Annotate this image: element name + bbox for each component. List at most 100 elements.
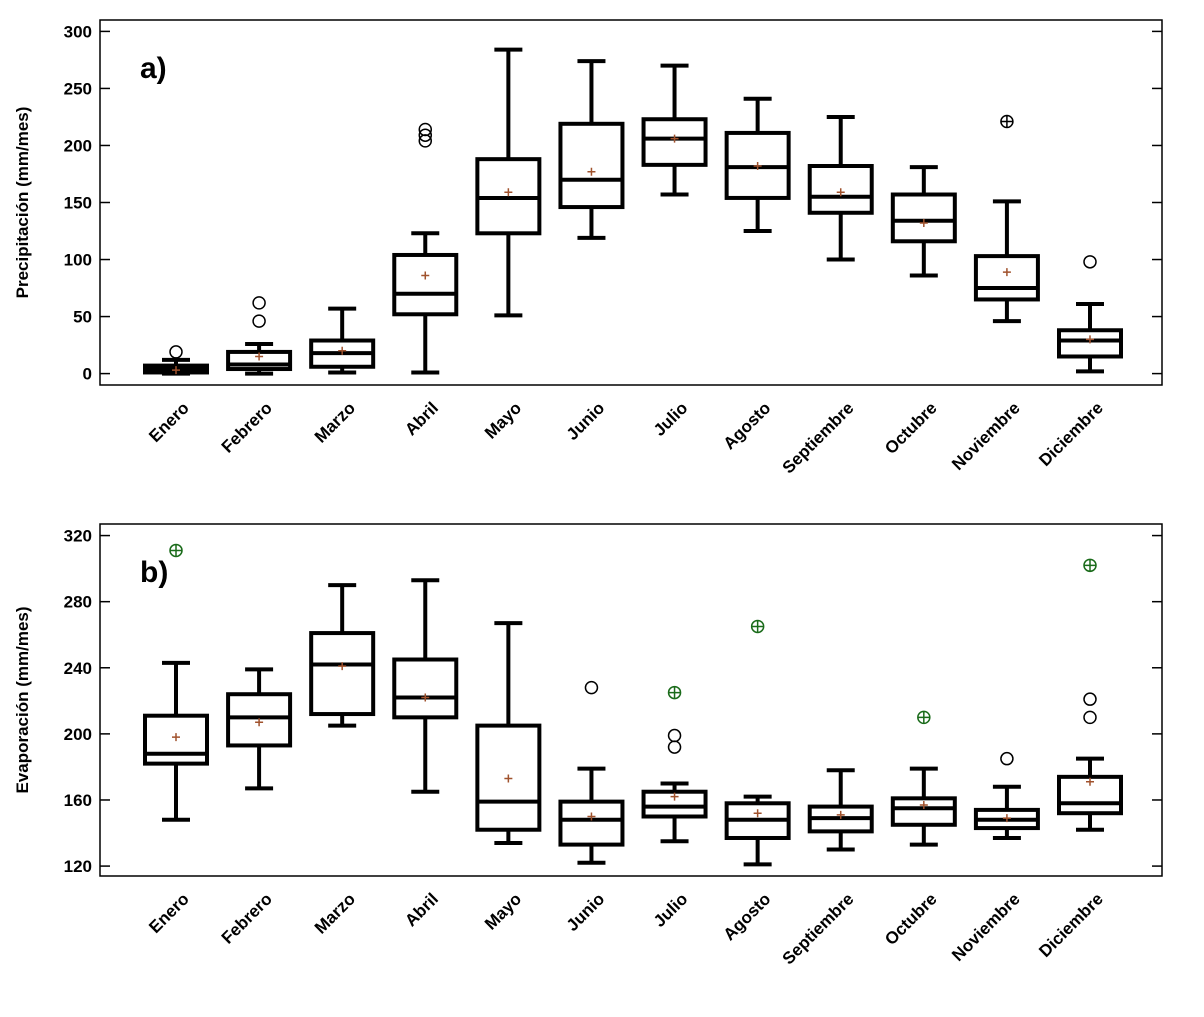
y-tick-label: 150 (64, 194, 92, 213)
box-group (309, 306, 376, 375)
x-tick-label: Junio (563, 889, 608, 934)
outlier (584, 680, 599, 695)
outlier (667, 728, 682, 743)
outlier (169, 345, 183, 359)
x-tick-label: Agosto (720, 889, 775, 944)
x-tick-label: Octubre (881, 889, 941, 949)
far-outlier (1083, 558, 1097, 573)
plot-frame (99, 523, 1163, 877)
panel-label: b) (140, 556, 168, 589)
box-group (475, 47, 542, 318)
outlier (1000, 751, 1014, 766)
mean-marker (670, 134, 679, 143)
x-tick-label: Septiembre (779, 398, 858, 477)
x-tick-label: Mayo (481, 398, 525, 442)
y-tick-label: 160 (64, 791, 92, 810)
box-group (143, 543, 209, 822)
y-tick-label: 200 (64, 136, 92, 155)
box-group (807, 768, 874, 852)
mean-marker (836, 188, 845, 197)
box-group (392, 122, 459, 375)
x-tick-label: Diciembre (1035, 398, 1107, 470)
box (558, 799, 625, 847)
mean-marker (172, 733, 180, 742)
x-tick-label: Mayo (481, 889, 525, 933)
mean-marker (836, 810, 845, 819)
box (392, 252, 459, 317)
box-group (890, 710, 957, 847)
y-tick-label: 200 (64, 725, 92, 744)
mean-marker (670, 792, 679, 801)
x-tick-label: Febrero (218, 398, 276, 456)
mean-marker (338, 346, 347, 355)
x-tick-label: Marzo (311, 398, 359, 446)
mean-marker (172, 366, 180, 375)
box-group (558, 680, 625, 865)
box-group (475, 621, 542, 845)
mean-marker (753, 162, 762, 170)
y-axis-label: Evaporación (mm/mes) (13, 606, 32, 793)
y-tick-label: 240 (64, 659, 92, 678)
mean-marker (421, 271, 430, 280)
x-tick-label: Febrero (218, 889, 276, 947)
mean-marker (919, 800, 928, 809)
box (558, 121, 625, 210)
x-tick-label: Enero (145, 398, 193, 446)
outlier (1083, 710, 1097, 725)
outlier (418, 128, 433, 142)
outlier (418, 134, 433, 148)
box-group (226, 296, 293, 376)
y-tick-label: 50 (73, 308, 92, 327)
outlier (252, 314, 266, 328)
far-outlier (1000, 114, 1014, 129)
far-outlier (750, 619, 765, 634)
x-tick-label: Junio (563, 398, 608, 443)
y-tick-label: 250 (64, 79, 92, 98)
box-group (724, 96, 791, 234)
x-tick-label: Noviembre (948, 398, 1024, 474)
box-group (1057, 255, 1123, 374)
box-group (890, 165, 957, 278)
x-tick-label: Octubre (881, 398, 941, 458)
x-tick-label: Enero (145, 889, 193, 937)
mean-marker (255, 352, 264, 361)
box-group (973, 114, 1040, 324)
box (973, 254, 1040, 302)
box-group (309, 583, 376, 728)
x-tick-label: Agosto (720, 398, 775, 453)
box-group (558, 59, 625, 240)
mean-marker (587, 167, 596, 176)
y-tick-label: 300 (64, 22, 92, 41)
mean-marker (1002, 268, 1011, 277)
box-group (392, 578, 459, 794)
y-tick-label: 120 (64, 857, 92, 876)
mean-marker (338, 662, 347, 671)
far-outlier (667, 685, 682, 700)
box-group (641, 63, 708, 197)
x-tick-label: Abril (401, 398, 442, 439)
mean-marker (753, 809, 762, 818)
mean-marker (504, 188, 513, 197)
mean-marker (587, 812, 596, 821)
outlier (1083, 255, 1097, 269)
box-group (143, 345, 209, 376)
x-tick-label: Abril (401, 889, 442, 930)
x-tick-label: Julio (650, 398, 691, 439)
box (641, 117, 708, 167)
y-tick-label: 0 (83, 365, 92, 384)
outlier (252, 296, 266, 310)
box-group (807, 114, 874, 262)
panel-label: a) (140, 52, 167, 85)
y-tick-label: 100 (64, 251, 92, 270)
mean-marker (255, 718, 264, 727)
box (641, 789, 708, 819)
far-outlier (169, 543, 183, 558)
mean-marker (1002, 814, 1011, 823)
x-tick-label: Diciembre (1035, 889, 1107, 961)
x-tick-label: Julio (650, 889, 691, 930)
mean-marker (1086, 777, 1094, 786)
x-tick-label: Septiembre (779, 889, 858, 968)
box (309, 631, 376, 717)
